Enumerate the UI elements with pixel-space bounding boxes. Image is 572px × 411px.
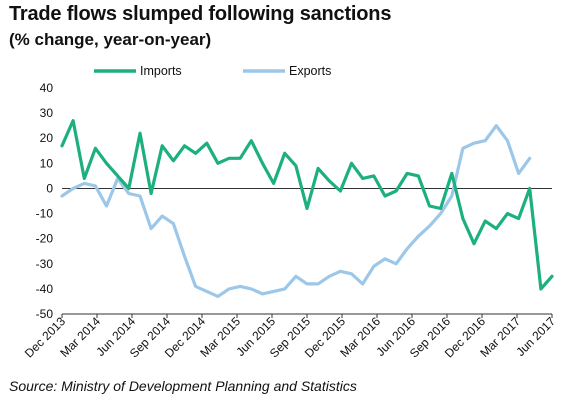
y-tick-label: 10 — [40, 156, 54, 170]
series-line-imports — [60, 118, 554, 291]
legend-label-exports: Exports — [289, 64, 331, 78]
y-tick-label: -30 — [36, 257, 54, 271]
y-tick-label: -40 — [36, 282, 54, 296]
y-tick-label: -50 — [36, 307, 54, 321]
legend: Imports Exports — [94, 64, 331, 78]
series-lines — [60, 118, 554, 298]
series-line-exports — [60, 124, 532, 298]
y-tick-label: 30 — [40, 106, 54, 120]
y-tick-label: -20 — [36, 232, 54, 246]
source-note: Source: Ministry of Development Planning… — [9, 378, 357, 394]
y-tick-label: -10 — [36, 207, 54, 221]
chart-title: Trade flows slumped following sanctions — [9, 3, 392, 25]
y-tick-label: 40 — [40, 81, 54, 95]
y-tick-label: 20 — [40, 131, 54, 145]
chart-subtitle: (% change, year-on-year) — [9, 30, 212, 49]
legend-label-imports: Imports — [140, 64, 182, 78]
x-tick-label: Jun 2017 — [513, 314, 558, 359]
y-tick-label: 0 — [46, 181, 53, 195]
